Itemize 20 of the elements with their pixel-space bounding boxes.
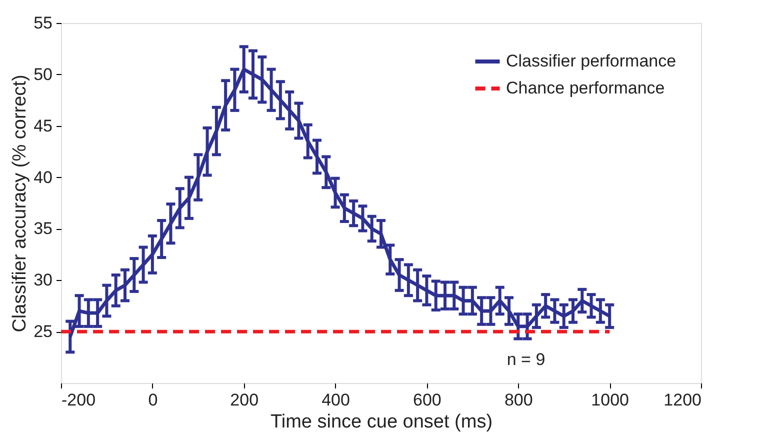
y-tick-label: 30 — [34, 270, 52, 290]
y-tick-label: 25 — [34, 322, 52, 342]
x-tick-label: 0 — [148, 390, 158, 410]
annotation: n = 9 — [506, 350, 546, 369]
y-tick-label: 50 — [34, 64, 52, 84]
y-tick-label: 45 — [34, 116, 52, 136]
legend-label: Chance performance — [506, 78, 665, 98]
x-tick-label: 600 — [413, 390, 442, 410]
y-tick-label: 35 — [34, 219, 52, 238]
x-tick-label: 1200 — [664, 390, 702, 410]
legend-label: Classifier performance — [506, 52, 676, 70]
x-tick-label: 200 — [230, 390, 259, 410]
x-tick-label: 800 — [504, 390, 533, 410]
x-tick-label: 1000 — [591, 390, 629, 410]
y-tick-label: 40 — [34, 168, 52, 187]
y-axis-title: Classifier accuracy (% correct) — [10, 74, 31, 332]
y-tick-label: 55 — [34, 14, 52, 32]
x-tick-label: -200 — [62, 390, 96, 410]
x-axis-title: Time since cue onset (ms) — [270, 412, 493, 432]
x-tick-label: 400 — [322, 390, 350, 410]
